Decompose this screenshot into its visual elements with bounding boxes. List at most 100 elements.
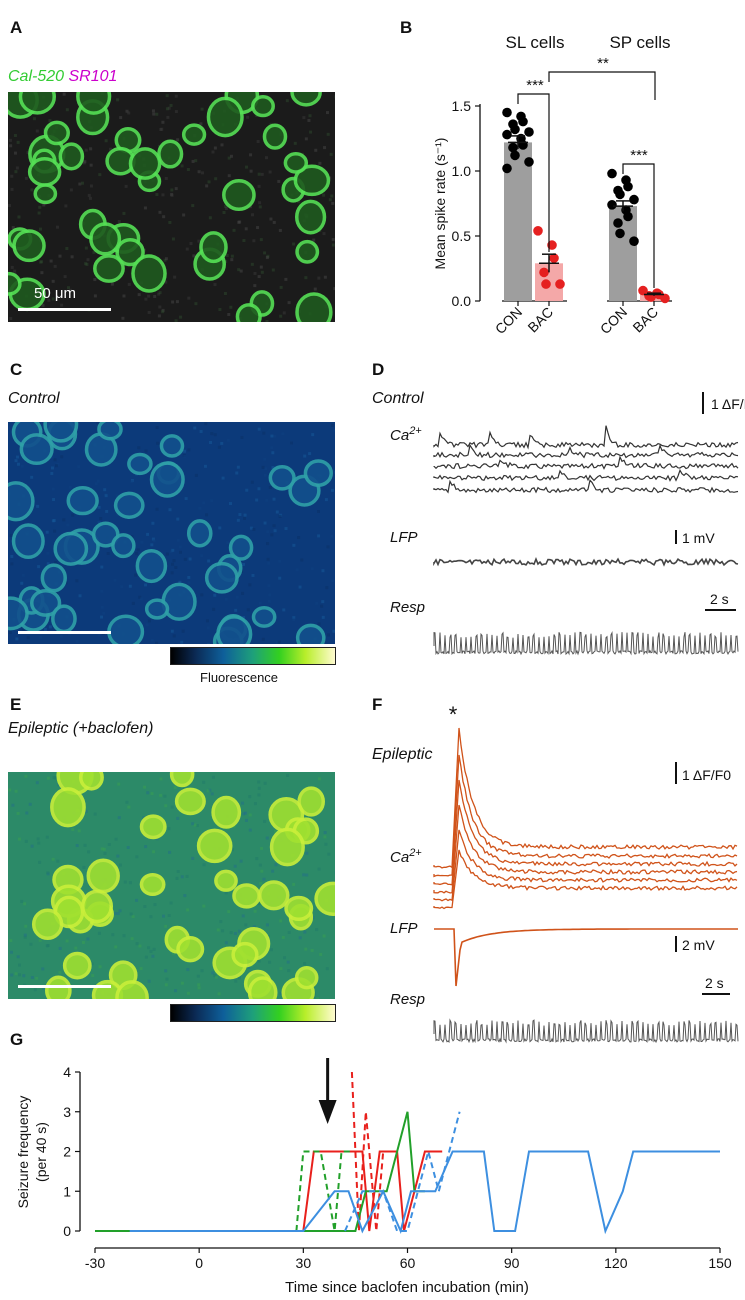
noise-speck <box>144 297 148 301</box>
noise-speck <box>155 641 159 644</box>
noise-speck <box>242 812 246 816</box>
noise-speck <box>311 433 315 437</box>
x-axis-label: Time since baclofen incubation (min) <box>285 1279 529 1296</box>
noise-speck <box>257 275 261 279</box>
noise-speck <box>317 534 321 538</box>
noise-speck <box>53 458 57 462</box>
noise-speck <box>281 935 285 939</box>
noise-speck <box>323 835 327 839</box>
noise-speck <box>187 296 191 300</box>
noise-speck <box>126 845 130 849</box>
cell <box>232 883 261 909</box>
noise-speck <box>331 201 335 205</box>
noise-speck <box>186 968 190 972</box>
noise-speck <box>165 94 169 98</box>
noise-speck <box>303 930 307 934</box>
noise-speck <box>270 446 274 450</box>
noise-speck <box>147 946 151 950</box>
ca-trace <box>433 779 738 886</box>
noise-speck <box>122 934 126 938</box>
panel-e-title: Epileptic (+baclofen) <box>8 720 154 737</box>
cell <box>283 152 309 174</box>
noise-speck <box>14 459 18 463</box>
cell <box>149 461 185 498</box>
noise-speck <box>226 438 230 442</box>
noise-speck <box>326 132 330 136</box>
noise-speck <box>36 837 40 841</box>
micrograph-c <box>8 422 335 644</box>
noise-speck <box>332 629 335 633</box>
noise-speck <box>197 983 201 987</box>
cell <box>113 491 145 519</box>
noise-speck <box>176 138 180 142</box>
noise-speck <box>271 268 275 272</box>
cell <box>18 92 56 115</box>
noise-speck <box>194 302 198 306</box>
sig-label-between: ** <box>597 55 609 72</box>
noise-speck <box>248 813 252 817</box>
noise-speck <box>292 543 296 547</box>
noise-speck <box>149 949 153 953</box>
noise-speck <box>279 314 283 318</box>
noise-speck <box>152 112 156 116</box>
cell <box>89 222 122 256</box>
noise-speck <box>127 282 131 286</box>
noise-speck <box>138 595 142 599</box>
noise-speck <box>164 983 168 987</box>
noise-speck <box>90 962 94 966</box>
noise-speck <box>40 260 44 264</box>
noise-speck <box>219 920 223 924</box>
noise-speck <box>193 426 197 430</box>
noise-speck <box>64 204 68 208</box>
x-tick-label: 60 <box>400 1255 416 1271</box>
noise-speck <box>35 129 39 133</box>
noise-speck <box>84 246 88 250</box>
noise-speck <box>211 971 215 975</box>
noise-speck <box>174 565 178 569</box>
noise-speck <box>151 537 155 541</box>
noise-speck <box>202 501 206 505</box>
noise-speck <box>277 179 281 183</box>
noise-speck <box>324 842 328 846</box>
cell <box>50 787 86 828</box>
data-point <box>510 150 520 161</box>
noise-speck <box>268 170 272 174</box>
noise-speck <box>18 973 22 977</box>
noise-speck <box>267 561 271 565</box>
noise-speck <box>322 232 326 236</box>
cell <box>43 422 79 443</box>
noise-speck <box>304 947 308 951</box>
cell <box>107 614 145 644</box>
superscript: 2+ <box>408 425 422 437</box>
noise-speck <box>143 785 147 789</box>
noise-speck <box>321 600 325 604</box>
noise-speck <box>331 424 335 428</box>
noise-speck <box>65 108 69 112</box>
noise-speck <box>326 633 330 637</box>
cell <box>216 615 253 644</box>
noise-speck <box>114 837 118 841</box>
cell <box>214 869 238 892</box>
noise-speck <box>43 627 47 631</box>
noise-speck <box>227 910 231 914</box>
noise-speck <box>277 640 281 644</box>
noise-speck <box>325 111 329 115</box>
noise-speck <box>176 538 180 542</box>
noise-speck <box>59 634 63 638</box>
noise-speck <box>104 494 108 498</box>
noise-speck <box>286 960 290 964</box>
noise-speck <box>152 947 156 951</box>
noise-speck <box>206 626 210 630</box>
noise-speck <box>83 843 87 847</box>
noise-speck <box>257 786 261 790</box>
noise-speck <box>261 637 265 641</box>
noise-speck <box>241 914 245 918</box>
data-point <box>629 194 639 205</box>
noise-speck <box>256 140 260 144</box>
noise-speck <box>333 287 335 291</box>
noise-speck <box>229 502 233 506</box>
noise-speck <box>99 517 103 521</box>
noise-speck <box>275 510 279 514</box>
cell <box>157 139 184 169</box>
noise-speck <box>323 275 327 279</box>
